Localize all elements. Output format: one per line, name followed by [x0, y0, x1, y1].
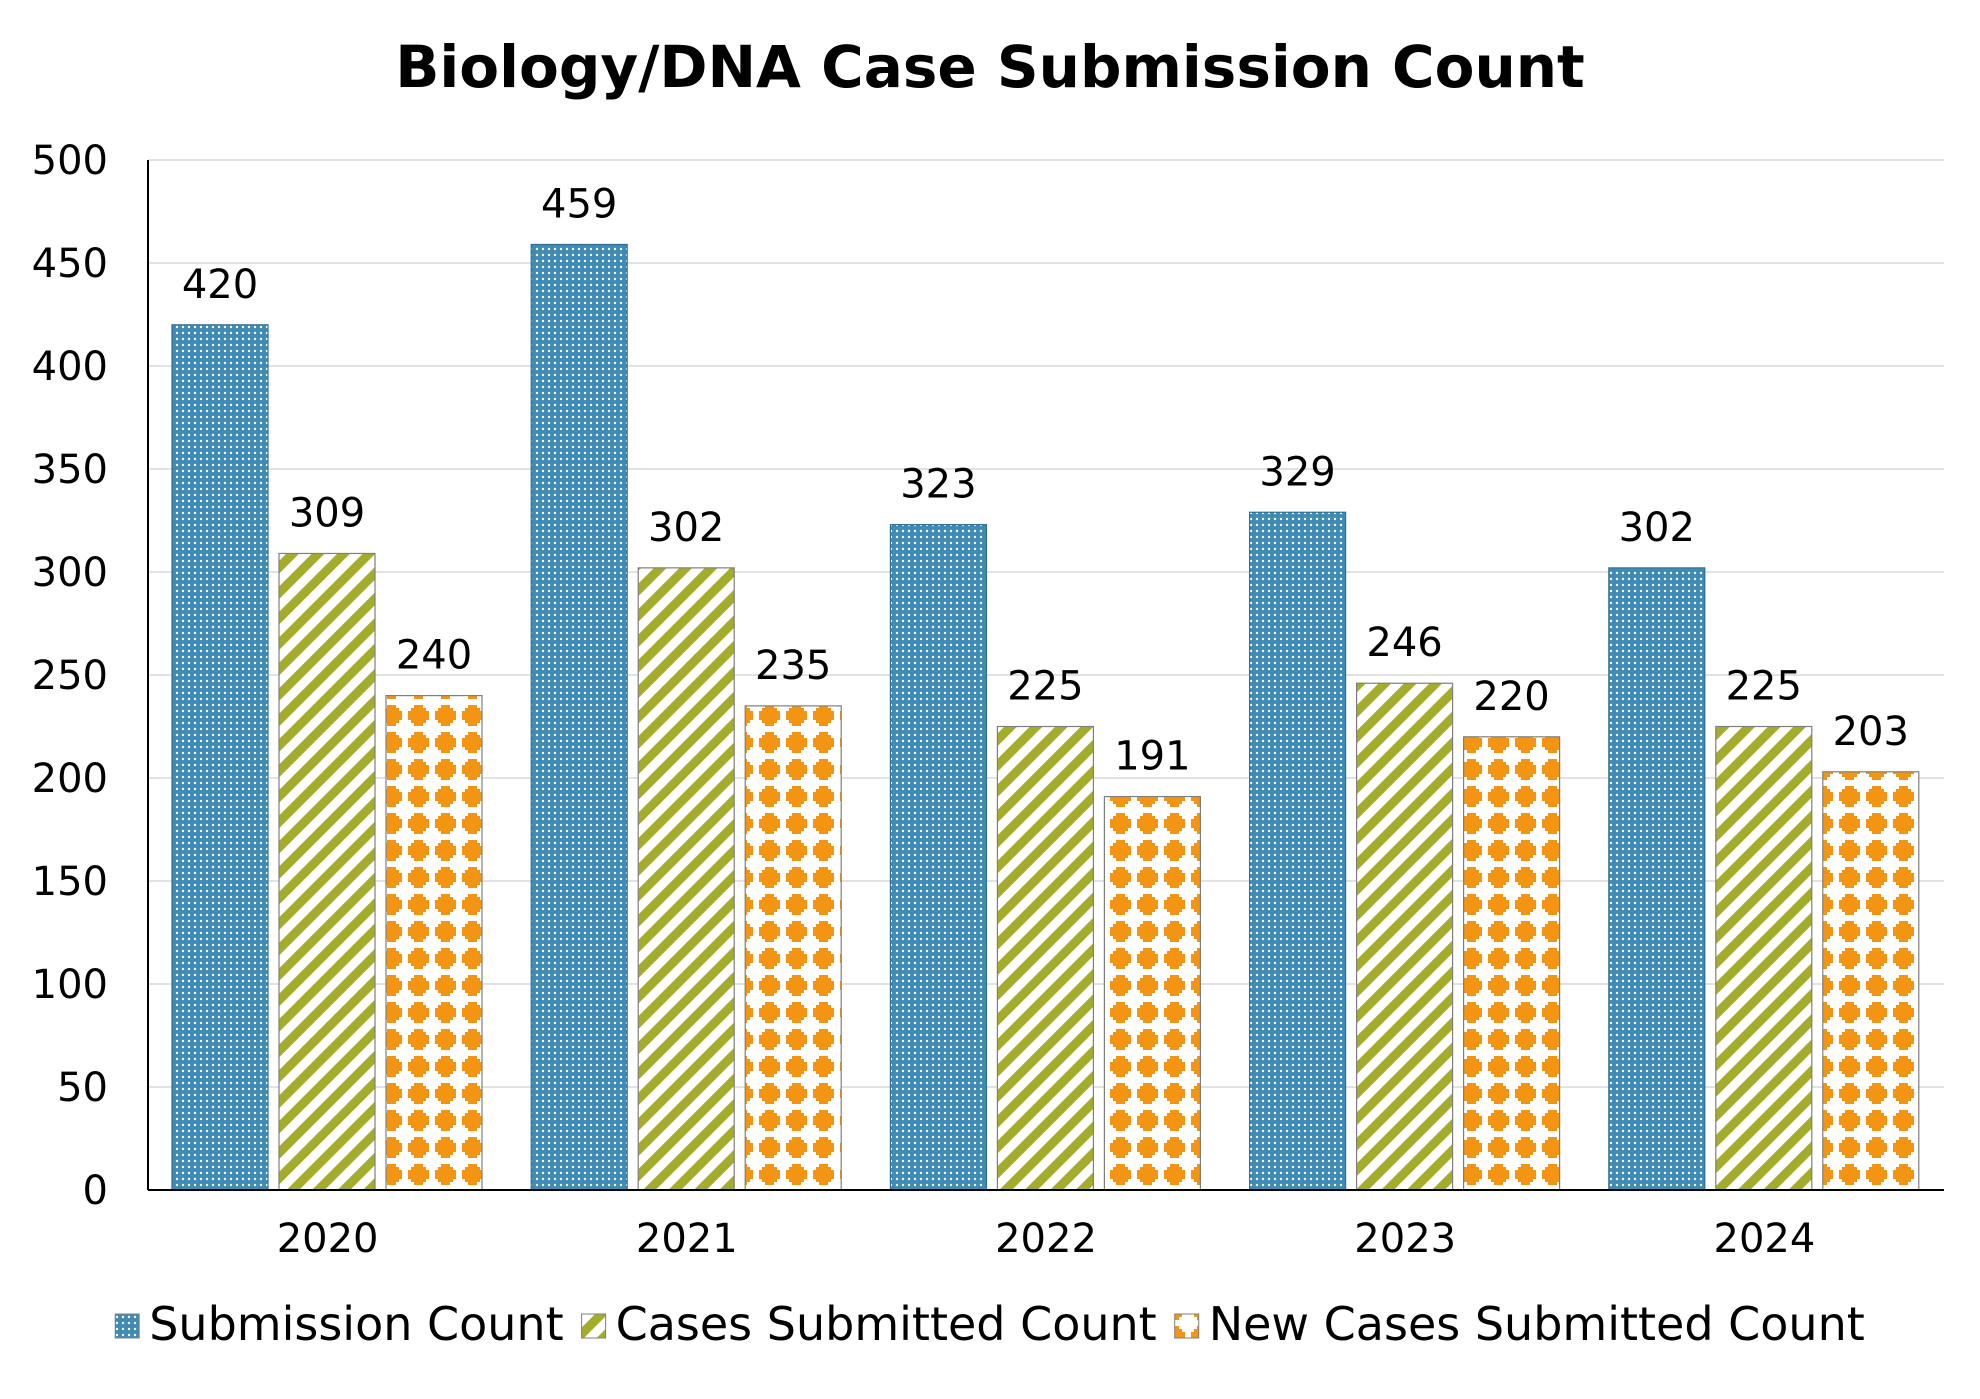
bar-2020-1 — [278, 552, 376, 1191]
legend-swatch-1 — [581, 1313, 607, 1339]
bar-2021-1 — [637, 567, 735, 1191]
data-label: 302 — [648, 505, 724, 551]
x-tick-label: 2021 — [636, 1216, 738, 1262]
bars — [171, 243, 1920, 1191]
data-label: 191 — [1114, 734, 1190, 780]
data-label: 302 — [1619, 505, 1695, 551]
y-tick-label: 150 — [32, 859, 108, 905]
data-label: 225 — [1007, 664, 1083, 710]
data-label: 459 — [541, 181, 617, 227]
bar-2021-2 — [744, 705, 842, 1191]
bar-2021-0 — [530, 243, 628, 1191]
legend-label-2: New Cases Submitted Count — [1209, 1297, 1865, 1351]
bar-2023-2 — [1462, 736, 1561, 1191]
data-label: 323 — [900, 462, 976, 508]
data-label: 220 — [1473, 674, 1549, 720]
data-labels: 420 309 240 459 302 235 323 225 191 329 246 220 302 2… — [182, 181, 1909, 779]
x-tick-label: 2022 — [995, 1216, 1097, 1262]
data-label: 329 — [1259, 449, 1335, 495]
bar-2020-0 — [171, 324, 269, 1191]
data-label: 203 — [1833, 709, 1909, 755]
legend-label-0: Submission Count — [149, 1297, 563, 1351]
y-tick-label: 100 — [32, 962, 108, 1008]
legend: Submission Count Cases Submitted Count New… — [114, 1297, 1865, 1351]
chart-title: Biology/DNA Case Submission Count — [395, 33, 1585, 101]
legend-swatch-2 — [1174, 1313, 1200, 1339]
y-tick-label: 350 — [32, 447, 108, 493]
data-label: 235 — [755, 643, 831, 689]
x-tick-label: 2024 — [1714, 1216, 1816, 1262]
bar-2024-2 — [1822, 771, 1920, 1191]
bar-2022-0 — [889, 524, 988, 1191]
bar-2023-0 — [1248, 511, 1347, 1191]
axes: 0 50 100 150 200 250 300 350 400 450 500 2020 2021 20… — [32, 138, 1944, 1262]
data-label: 225 — [1726, 664, 1802, 710]
x-tick-label: 2020 — [277, 1216, 379, 1262]
data-label: 246 — [1366, 620, 1442, 666]
y-tick-label: 250 — [32, 653, 108, 699]
y-tick-label: 200 — [32, 756, 108, 802]
data-label: 420 — [182, 262, 258, 308]
bar-2024-0 — [1608, 567, 1706, 1191]
y-tick-label: 0 — [83, 1168, 108, 1214]
bar-2022-1 — [996, 725, 1095, 1191]
data-label: 309 — [289, 490, 365, 536]
bar-2020-2 — [385, 694, 483, 1191]
bar-2022-2 — [1103, 795, 1202, 1191]
y-tick-label: 400 — [32, 344, 108, 390]
y-tick-label: 450 — [32, 241, 108, 287]
x-tick-label: 2023 — [1354, 1216, 1456, 1262]
legend-swatch-0 — [114, 1313, 140, 1339]
data-label: 240 — [396, 633, 472, 679]
y-tick-label: 300 — [32, 550, 108, 596]
legend-label-1: Cases Submitted Count — [616, 1297, 1157, 1351]
bar-2024-1 — [1715, 725, 1813, 1191]
bar-2023-1 — [1355, 682, 1454, 1191]
y-tick-label: 500 — [32, 138, 108, 184]
y-tick-label: 50 — [57, 1065, 108, 1111]
